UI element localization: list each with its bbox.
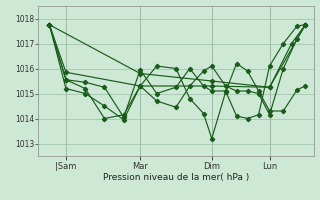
X-axis label: Pression niveau de la mer( hPa ): Pression niveau de la mer( hPa ): [103, 173, 249, 182]
